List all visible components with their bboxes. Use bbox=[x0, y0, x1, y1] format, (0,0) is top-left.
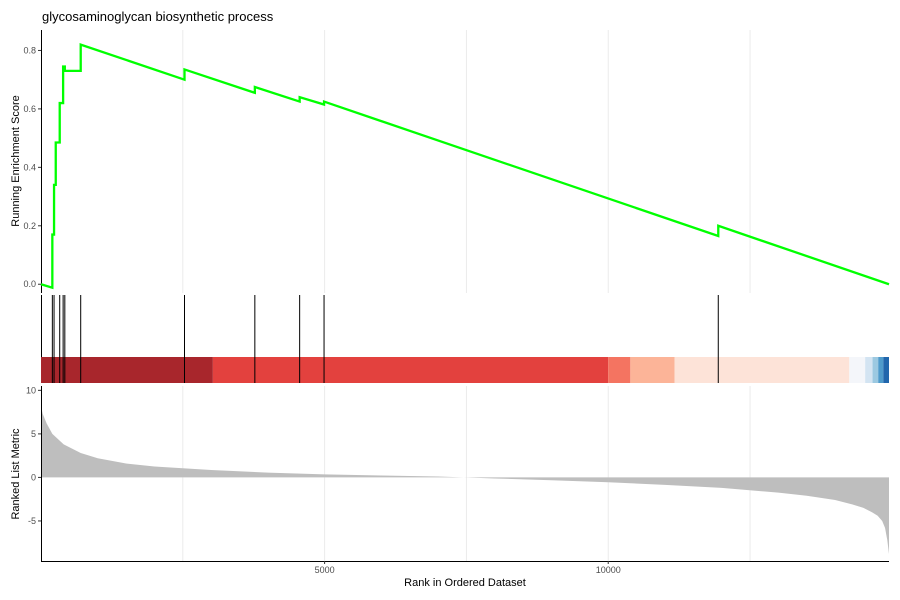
enrichment-gridlines bbox=[182, 30, 751, 293]
y-tick-label: 0.2 bbox=[23, 221, 36, 231]
y-tick-label: 0.6 bbox=[23, 104, 36, 114]
x-tick-label: 10000 bbox=[596, 565, 621, 575]
color-band-segment bbox=[608, 357, 631, 383]
ranked-metric-panel: -5 0 5 10 5000 10000 Ranked List Metric Rank… bbox=[10, 385, 889, 589]
y-tick-label: 10 bbox=[26, 385, 36, 395]
color-band-segment bbox=[674, 357, 850, 383]
color-band-segment bbox=[878, 357, 884, 383]
color-band-segment bbox=[630, 357, 675, 383]
enrichment-y-axis-label: Running Enrichment Score bbox=[10, 95, 22, 226]
y-tick-label: 0.4 bbox=[23, 162, 36, 172]
color-band-segment bbox=[883, 357, 889, 383]
enrichment-y-ticks: 0.0 0.2 0.4 0.6 0.8 bbox=[23, 45, 41, 289]
y-tick-label: 0.0 bbox=[23, 279, 36, 289]
gene-hit-ticks bbox=[51, 295, 719, 383]
color-band-segment bbox=[212, 357, 609, 383]
ranked-x-ticks: 5000 10000 bbox=[315, 561, 621, 575]
gene-hits-panel bbox=[41, 295, 889, 383]
y-tick-label: 0.8 bbox=[23, 45, 36, 55]
ranking-color-band bbox=[41, 357, 889, 383]
color-band-segment bbox=[849, 357, 866, 383]
x-tick-label: 5000 bbox=[315, 565, 335, 575]
enrichment-score-panel: 0.0 0.2 0.4 0.6 0.8 Running Enrichment Score bbox=[10, 30, 890, 293]
enrichment-score-line bbox=[40, 43, 890, 290]
chart-title: glycosaminoglycan biosynthetic process bbox=[42, 9, 274, 24]
ranked-metric-area bbox=[41, 406, 889, 555]
y-tick-label: 0 bbox=[31, 472, 36, 482]
ranked-y-axis-label: Ranked List Metric bbox=[10, 428, 22, 520]
ranked-y-ticks: -5 0 5 10 bbox=[26, 385, 41, 526]
ranked-gridlines bbox=[182, 386, 751, 561]
color-band-segment bbox=[865, 357, 873, 383]
y-tick-label: -5 bbox=[28, 516, 36, 526]
y-tick-label: 5 bbox=[31, 429, 36, 439]
color-band-segment bbox=[41, 357, 213, 383]
x-axis-label: Rank in Ordered Dataset bbox=[404, 577, 526, 589]
color-band-segment bbox=[872, 357, 879, 383]
